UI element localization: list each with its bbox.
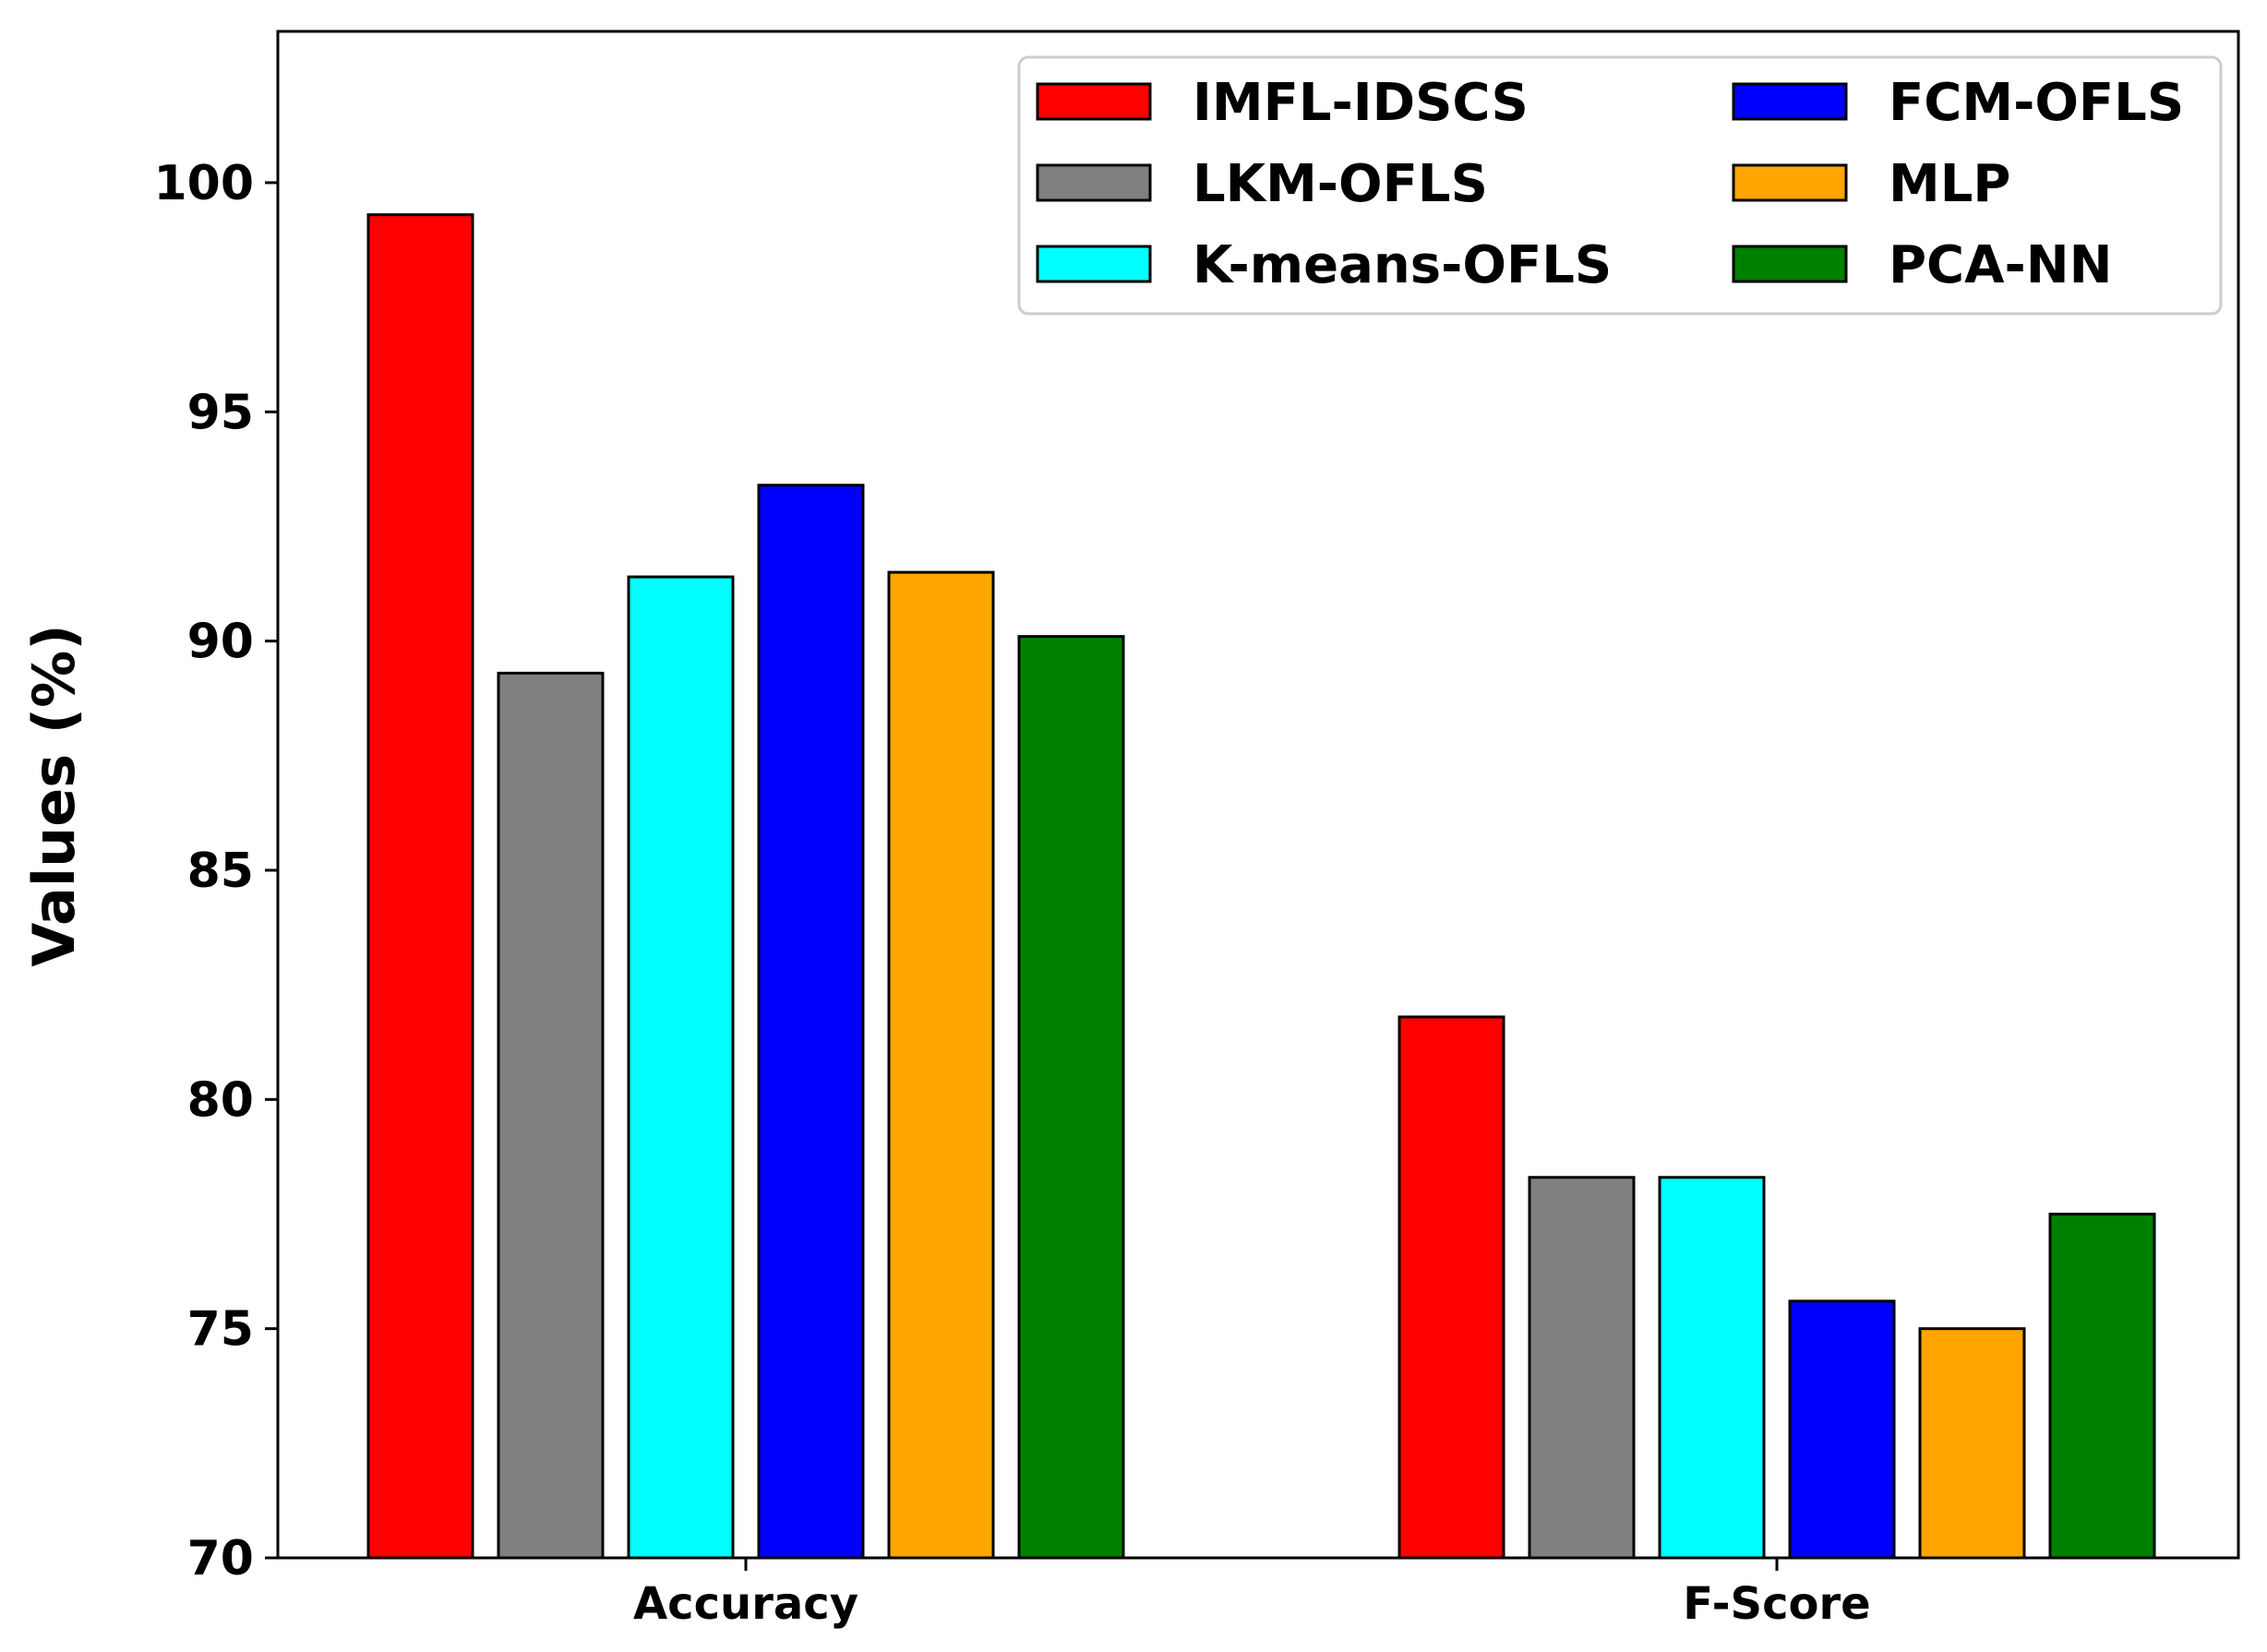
y-tick-label: 95 (187, 385, 254, 440)
legend-label: K-means-OFLS (1193, 235, 1612, 295)
legend-swatch (1036, 82, 1152, 121)
bar-k-means-ofls-accuracy (627, 575, 735, 1560)
bar-lkm-ofls-accuracy (497, 671, 605, 1560)
legend-swatch (1732, 82, 1848, 121)
bar-fcm-ofls-f-score (1788, 1299, 1896, 1560)
bar-pca-nn-accuracy (1017, 635, 1125, 1560)
legend-swatch (1732, 163, 1848, 202)
legend-swatch (1036, 163, 1152, 202)
bar-fcm-ofls-accuracy (757, 484, 865, 1560)
plot-area-frame (276, 30, 2240, 1560)
x-category-label: F-Score (1683, 1578, 1870, 1630)
bar-pca-nn-f-score (2048, 1212, 2156, 1560)
bar-mlp-f-score (1918, 1327, 2026, 1560)
x-axis: Accuracy F-Score (633, 1558, 1871, 1630)
legend: IMFL-IDSCS LKM-OFLS K-means-OFLS FCM-OFLS ML… (1017, 55, 2223, 316)
x-category-label: Accuracy (633, 1578, 858, 1630)
legend-box (1017, 55, 2223, 316)
y-tick-label: 100 (153, 156, 254, 211)
bar-imfl-idscs-f-score (1397, 1015, 1505, 1560)
y-tick-label: 85 (187, 844, 254, 899)
y-tick-label: 75 (187, 1302, 254, 1358)
y-tick-label: 80 (187, 1072, 254, 1128)
bar-k-means-ofls-f-score (1658, 1176, 1766, 1560)
legend-label: LKM-OFLS (1193, 154, 1488, 214)
bar-mlp-accuracy (887, 570, 995, 1560)
y-axis: 70 75 80 85 90 95 100 (153, 156, 278, 1586)
bars (366, 213, 2156, 1560)
y-axis-title: Values (%) (20, 624, 88, 966)
y-tick-label: 90 (187, 615, 254, 670)
legend-label: IMFL-IDSCS (1193, 73, 1529, 133)
legend-swatch (1732, 245, 1848, 283)
y-tick-label: 70 (187, 1531, 254, 1586)
legend-label: FCM-OFLS (1889, 73, 2184, 133)
legend-label: MLP (1889, 154, 2010, 214)
legend-label: PCA-NN (1889, 235, 2112, 295)
bar-lkm-ofls-f-score (1528, 1176, 1636, 1560)
bar-imfl-idscs-accuracy (366, 213, 474, 1560)
legend-swatch (1036, 245, 1152, 283)
